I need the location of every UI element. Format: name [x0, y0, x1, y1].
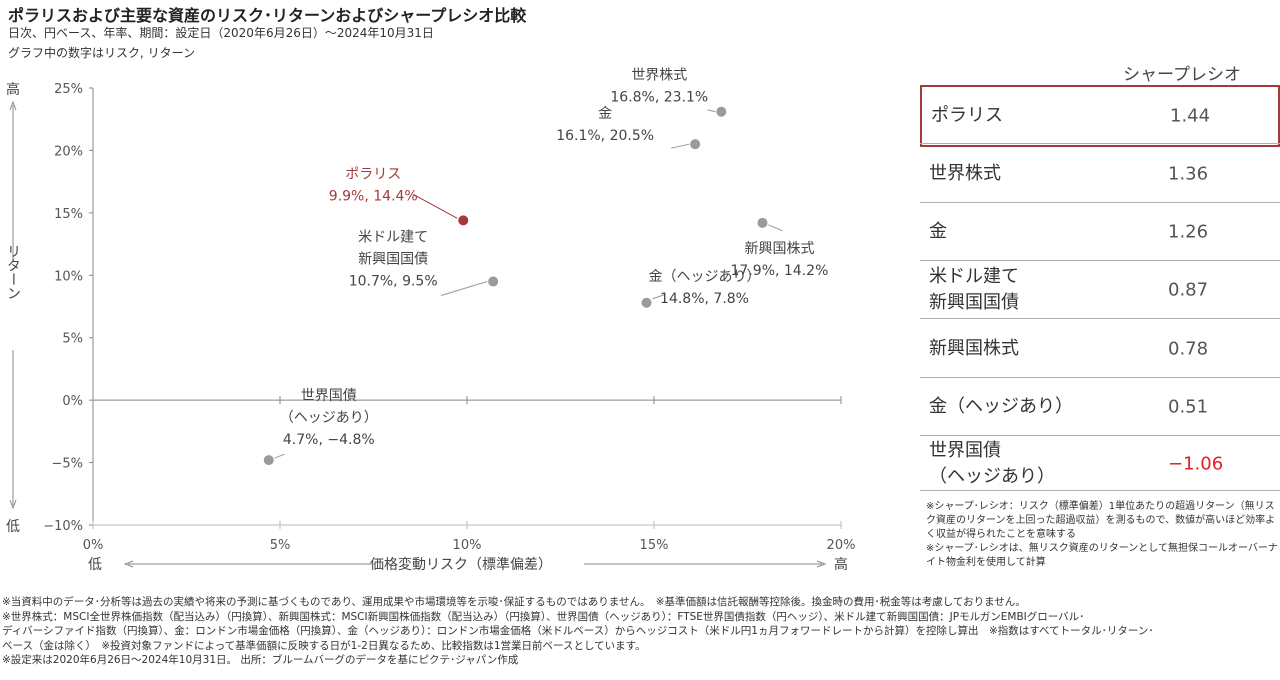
sharpe-header: シャープレシオ — [1123, 65, 1241, 85]
footnote-line: ※当資料中のデータ･分析等は過去の実績や将来の予測に基づくものであり、運用成果や… — [2, 596, 1026, 608]
x-tick-label: 10% — [453, 538, 482, 553]
sharpe-asset-name: 世界株式 — [929, 162, 1001, 184]
y-high-label: 高 — [6, 81, 20, 98]
data-label: 新興国株式 — [744, 241, 814, 257]
sharpe-row: ポラリス 1.44 — [920, 85, 1280, 147]
sharpe-row: 新興国株式 0.78 — [920, 318, 1280, 378]
y-axis-title: リターン — [5, 244, 21, 300]
x-arrow-right-head — [816, 560, 827, 568]
data-point — [757, 217, 768, 228]
data-label: 10.7%, 9.5% — [349, 274, 438, 290]
x-tick-label: 15% — [640, 538, 669, 553]
point-leader-line — [768, 224, 783, 232]
sharpe-row: 世界国債 （ヘッジあり） −1.06 — [920, 435, 1280, 491]
data-label: 金（ヘッジあり） — [649, 269, 761, 285]
data-label: 16.8%, 23.1% — [610, 90, 708, 106]
data-label: 世界株式 — [631, 68, 687, 84]
data-point — [458, 215, 469, 226]
sharpe-value: 1.36 — [1168, 163, 1209, 184]
sharpe-row: 米ドル建て 新興国国債 0.87 — [920, 260, 1280, 319]
footnote-line: ※世界株式：MSCI全世界株価指数（配当込み）（円換算）、新興国株式：MSCI新… — [2, 610, 1085, 623]
data-label: 金 — [598, 106, 612, 122]
point-leader-line — [441, 281, 488, 297]
footnote-line: ベース（金は除く） ※投資対象ファンドによって基準価額に反映する日が1-2日異な… — [2, 639, 646, 652]
y-low-label: 低 — [6, 519, 20, 535]
point-leader-line — [652, 294, 665, 300]
point-leader-line — [413, 193, 458, 219]
x-tick-label: 5% — [270, 538, 291, 553]
x-axis-title: 価格変動リスク（標準偏差） — [370, 556, 552, 573]
sharpe-asset-name: 新興国株式 — [929, 337, 1019, 359]
x-tick-label: 20% — [827, 538, 856, 553]
footnotes: ※当資料中のデータ･分析等は過去の実績や将来の予測に基づくものであり、運用成果や… — [2, 595, 1278, 668]
y-tick-label: 20% — [54, 144, 83, 159]
point-leader-line — [707, 109, 716, 113]
data-label: 新興国国債 — [358, 252, 428, 268]
sharpe-note: ※シャープ･レシオは、無リスク資産のリターンとして無担保コールオーバーナイト物金… — [926, 543, 1278, 568]
risk-return-scatter-chart: 25%20%15%10%5%0%−5%−10%0% 5% 10% 15% 20%高低リタ… — [5, 68, 856, 573]
y-tick-label: −10% — [43, 519, 83, 534]
x-tick-label: 0% — [83, 538, 104, 553]
sharpe-row: 金 1.26 — [920, 202, 1280, 261]
sharpe-value: 0.78 — [1168, 338, 1209, 359]
period-subtitle: 日次、円ベース、年率、期間：設定日（2020年6月26日）～2024年10月31… — [8, 26, 434, 40]
y-arrow-down-head — [9, 499, 17, 510]
data-label: 14.8%, 7.8% — [660, 291, 749, 307]
sharpe-asset-name: 金 — [929, 221, 947, 242]
data-point — [641, 297, 652, 308]
sharpe-asset-name: 世界国債 （ヘッジあり） — [929, 439, 1055, 487]
sharpe-value: 1.44 — [1170, 105, 1211, 127]
sharpe-value: −1.06 — [1168, 453, 1224, 474]
sharpe-asset-name: ポラリス — [931, 105, 1003, 126]
sharpe-row: 金（ヘッジあり） 0.51 — [920, 377, 1280, 436]
data-label: （ヘッジあり） — [280, 410, 378, 426]
y-tick-label: 25% — [54, 82, 83, 97]
x-arrow-left-head — [123, 560, 134, 568]
sharpe-note: ※シャープ･レシオ：リスク（標準偏差）1単位あたりの超過リターン（無リスク資産の… — [926, 501, 1276, 540]
sharpe-value: 0.51 — [1168, 396, 1209, 418]
data-label: ポラリス — [345, 166, 401, 182]
sharpe-row: 世界株式 1.36 — [920, 143, 1280, 203]
y-tick-label: 15% — [54, 207, 83, 222]
sharpe-value: 1.26 — [1168, 221, 1209, 243]
footnote-line: ※設定来は2020年6月26日～2024年10月31日。 出所：ブルームバーグの… — [2, 654, 519, 666]
y-tick-label: 0% — [62, 394, 83, 409]
sharpe-asset-name: 米ドル建て 新興国国債 — [929, 266, 1019, 313]
y-tick-label: 10% — [54, 269, 83, 284]
data-point — [488, 276, 499, 287]
data-label: 世界国債 — [301, 388, 357, 404]
sharpe-notes: ※シャープ･レシオ：リスク（標準偏差）1単位あたりの超過リターン（無リスク資産の… — [926, 500, 1278, 570]
data-label: 16.1%, 20.5% — [556, 128, 654, 144]
x-high-label: 高 — [834, 556, 848, 573]
point-leader-line — [671, 143, 690, 149]
data-point — [690, 139, 701, 150]
point-leader-line — [274, 453, 285, 459]
y-arrow-up-head — [9, 100, 17, 111]
label-explanation: グラフ中の数字はリスク, リターン — [8, 46, 196, 60]
y-tick-label: −5% — [51, 457, 83, 472]
data-label: 9.9%, 14.4% — [329, 188, 418, 204]
data-label: 米ドル建て — [358, 230, 428, 246]
sharpe-asset-name: 金（ヘッジあり） — [929, 396, 1073, 417]
sharpe-value: 0.87 — [1168, 279, 1209, 301]
data-label: 4.7%, −4.8% — [283, 432, 375, 448]
table-bottom-rule — [920, 490, 1280, 491]
footnote-line: ディバーシファイド指数（円換算）、金：ロンドン市場金価格（円換算）、金（ヘッジあ… — [2, 625, 1154, 637]
page-title: ポラリスおよび主要な資産のリスク･リターンおよびシャープレシオ比較 — [8, 6, 527, 25]
data-label: 17.9%, 14.2% — [731, 263, 829, 279]
x-low-label: 低 — [88, 557, 102, 573]
data-point — [263, 455, 274, 466]
data-point — [716, 106, 727, 117]
y-tick-label: 5% — [62, 332, 83, 347]
